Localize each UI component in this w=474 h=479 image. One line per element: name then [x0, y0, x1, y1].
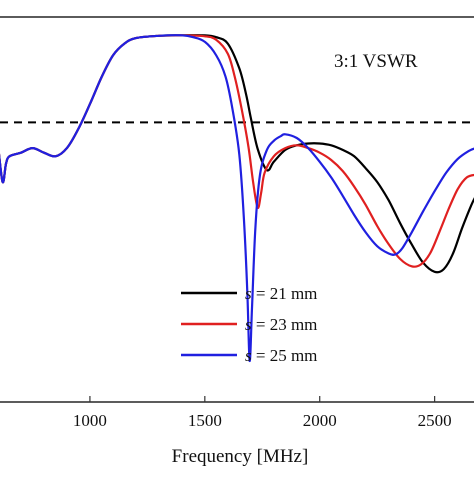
legend-entry: s = 21 mm — [245, 284, 317, 303]
x-tick-label: 2500 — [418, 411, 452, 430]
x-tick-label: 2000 — [303, 411, 337, 430]
x-tick-label: 1500 — [188, 411, 222, 430]
plot-frame — [0, 16, 474, 403]
legend: s = 21 mm s = 23 mm s = 25 mm — [181, 284, 317, 365]
x-tick-label: 1000 — [73, 411, 107, 430]
x-axis-title: Frequency [MHz] — [172, 446, 309, 467]
vswr-annotation: 3:1 VSWR — [334, 51, 418, 72]
legend-entry: s = 23 mm — [245, 315, 317, 334]
series-line-3 — [0, 34, 474, 362]
legend-entry: s = 25 mm — [245, 346, 317, 365]
